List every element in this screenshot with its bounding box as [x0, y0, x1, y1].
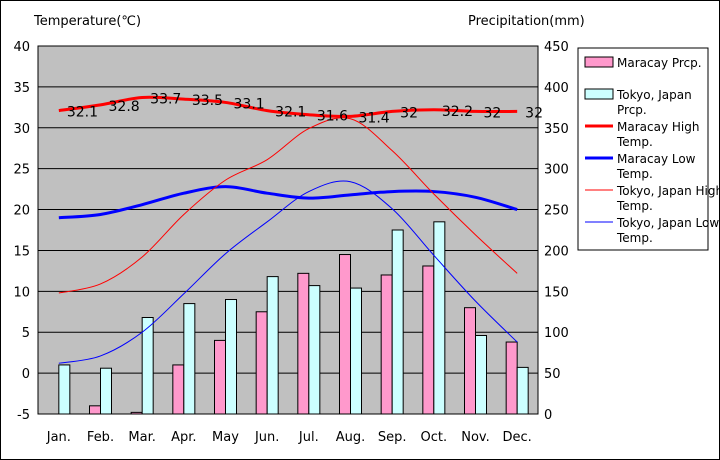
data-label: 32: [484, 105, 502, 121]
legend-swatch: [584, 56, 614, 68]
right-tick-label: 100: [544, 326, 569, 341]
left-tick-label: 15: [13, 244, 30, 259]
legend-label: Maracay Low: [617, 152, 696, 166]
right-tick-label: 450: [544, 40, 569, 55]
right-tick-label: 400: [544, 81, 569, 96]
data-label: 32: [525, 105, 543, 121]
precip-bar: [89, 405, 101, 415]
plot-background: [38, 46, 538, 414]
plot-border: [37, 45, 539, 415]
precip-bar: [516, 366, 529, 415]
temp-line: [58, 95, 518, 118]
legend-swatch: [584, 88, 614, 100]
left-tick-label: 0: [22, 367, 30, 382]
lines: [58, 95, 518, 364]
left-tick-label: 25: [13, 163, 30, 178]
left-tick-label: -5: [17, 408, 30, 423]
legend-label: Temp.: [616, 167, 653, 181]
precip-bar: [183, 303, 196, 415]
plot-area: [37, 45, 539, 415]
left-tick-label: 10: [13, 285, 30, 300]
x-tick-label: Aug.: [336, 430, 366, 445]
precip-bar: [297, 272, 310, 415]
precip-bar: [141, 317, 154, 415]
x-tick-label: Nov.: [461, 430, 490, 445]
x-tick-label: Apr.: [171, 430, 196, 445]
x-tick-label: Jun.: [254, 430, 279, 445]
right-axis-title: Precipitation(mm): [468, 14, 585, 29]
precip-bar: [214, 339, 226, 415]
left-tick-label: 20: [13, 204, 30, 219]
data-label: 31.6: [317, 109, 348, 125]
right-tick-label: 50: [544, 367, 561, 382]
precip-bar: [308, 285, 321, 415]
right-tick-label: 200: [544, 244, 569, 259]
precip-bar: [505, 341, 518, 415]
temp-line: [58, 185, 518, 220]
x-tick-label: Oct.: [421, 430, 448, 445]
data-label: 33.1: [234, 96, 265, 112]
axes: -505101520253035400501001502002503003504…: [13, 40, 568, 445]
precip-bar: [255, 311, 268, 415]
x-tick-label: Mar.: [128, 430, 155, 445]
data-label: 32.8: [109, 99, 140, 115]
right-tick-label: 0: [544, 408, 552, 423]
left-tick-label: 5: [22, 326, 30, 341]
bars: [58, 221, 529, 415]
data-label: 32: [400, 105, 418, 121]
data-labels: 32.1 32.8 33.7 33.5 33.1 32.1 31.6 31.4 32 32.2 32…: [67, 92, 543, 127]
precip-bar: [464, 307, 476, 415]
precip-bar: [225, 299, 237, 415]
temp-line: [58, 180, 518, 364]
data-label: 33.7: [150, 92, 181, 108]
right-tick-label: 250: [544, 204, 569, 219]
x-tick-label: May: [212, 430, 239, 445]
legend-label: Maracay High: [617, 120, 699, 134]
x-tick-label: Feb.: [87, 430, 114, 445]
precip-bar: [475, 334, 487, 415]
legend-label: Tokyo, Japan High: [616, 184, 720, 198]
data-label: 32.1: [67, 105, 98, 121]
precip-bar: [266, 276, 279, 415]
data-label: 32.2: [442, 104, 473, 120]
right-tick-label: 300: [544, 163, 569, 178]
precip-bar: [58, 364, 71, 415]
x-tick-label: Jan.: [46, 430, 71, 445]
legend-label: Tokyo, Japan Low: [616, 216, 719, 230]
left-tick-label: 40: [13, 40, 30, 55]
precip-bar: [100, 367, 112, 415]
right-tick-label: 350: [544, 122, 569, 137]
precip-bar: [172, 364, 185, 415]
legend-label: Temp.: [616, 135, 653, 149]
precip-bar: [391, 229, 404, 415]
left-tick-label: 30: [13, 122, 30, 137]
data-label: 32.1: [275, 105, 306, 121]
data-label: 33.5: [192, 93, 223, 109]
x-tick-label: Jul.: [298, 430, 319, 445]
legend-label: Prcp.: [617, 103, 647, 117]
temp-line: [58, 117, 518, 294]
left-axis-title: Temperature(℃): [34, 14, 142, 29]
precip-bar: [350, 287, 362, 415]
precip-bar: [433, 221, 446, 415]
left-tick-label: 35: [13, 81, 30, 96]
precip-bar: [380, 274, 393, 415]
precip-bar: [130, 411, 143, 415]
precip-bar: [422, 265, 435, 415]
right-tick-label: 150: [544, 285, 569, 300]
legend-box: [577, 47, 709, 251]
legend-label: Temp.: [616, 231, 653, 245]
legend-label: Maracay Prcp.: [617, 56, 702, 70]
legend-label: Tokyo, Japan: [616, 88, 692, 102]
data-label: 31.4: [359, 110, 390, 126]
precip-bar: [339, 254, 351, 415]
x-tick-label: Sep.: [378, 430, 407, 445]
legend-label: Temp.: [616, 199, 653, 213]
x-tick-label: Dec.: [503, 430, 532, 445]
